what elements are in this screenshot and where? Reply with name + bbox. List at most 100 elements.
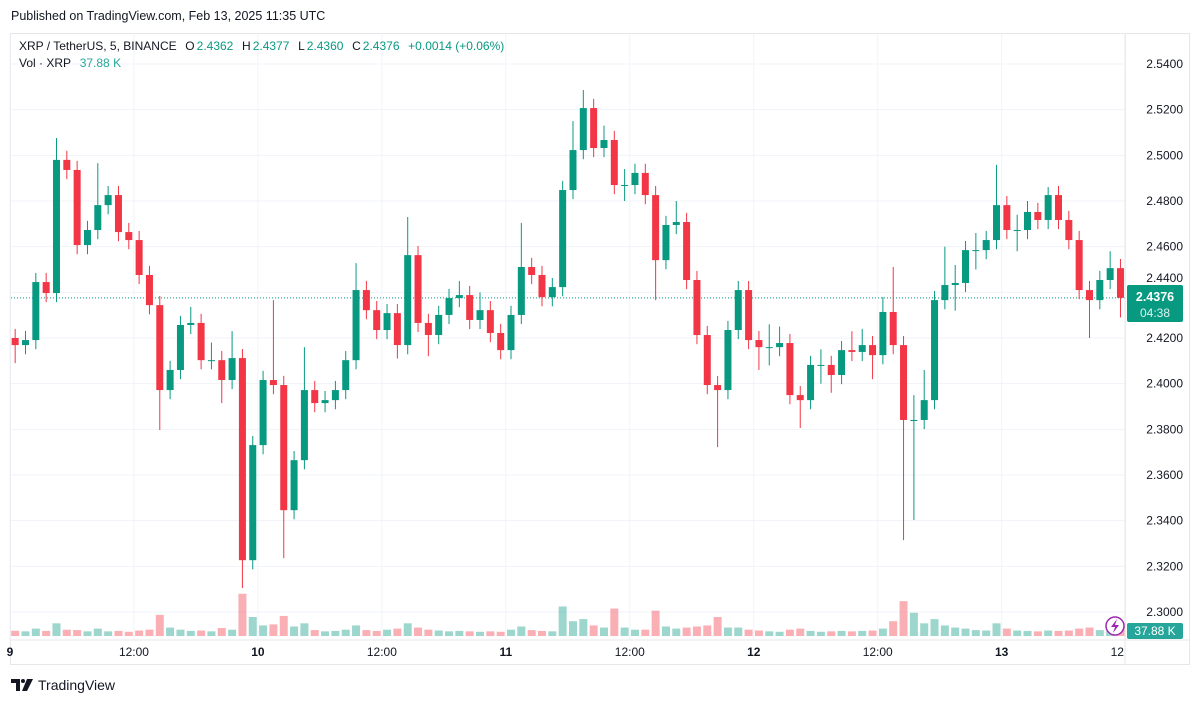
candle-body	[1116, 268, 1124, 298]
low-label: L	[298, 39, 305, 53]
volume-bar	[517, 626, 526, 636]
candle	[848, 331, 856, 362]
symbol-label[interactable]: XRP / TetherUS, 5, BINANCE	[19, 39, 177, 53]
volume-bar	[868, 630, 877, 636]
last-price-value: 2.4376	[1136, 290, 1174, 304]
volume-bar	[259, 625, 268, 636]
candle-body	[321, 400, 329, 404]
volume-bar	[672, 628, 681, 636]
candle-body	[466, 295, 474, 320]
volume-bar	[1044, 630, 1053, 636]
candle-body	[362, 290, 370, 311]
volume-bar	[951, 627, 960, 636]
candle	[993, 164, 1001, 250]
volume-value: 37.88 K	[1134, 624, 1175, 638]
brand-name: TradingView	[38, 677, 116, 693]
candle	[187, 306, 195, 335]
candle	[228, 331, 236, 390]
volume-bar	[1023, 630, 1032, 636]
candle-body	[900, 345, 908, 420]
candle-body	[1024, 211, 1032, 231]
time-axis[interactable]: 9 12:00 10 12:00 11 12:00 12 12:00 13 12:00	[7, 639, 1189, 659]
price-axis[interactable]: 2.5400 2.5200 2.5000 2.4800 2.4600 2.4400 2.42…	[1124, 34, 1183, 664]
candle-body	[600, 140, 608, 149]
candle	[424, 313, 432, 357]
volume-bar	[21, 631, 30, 636]
candle-body	[982, 240, 990, 251]
time-tick-label: 9	[7, 645, 14, 659]
volume-bar	[940, 625, 949, 636]
volume-bar	[393, 628, 402, 636]
candle-body	[610, 140, 618, 186]
candle-body	[910, 419, 918, 421]
price-tick-label: 2.3600	[1146, 468, 1183, 482]
candle	[311, 380, 319, 413]
volume-bar	[651, 610, 660, 636]
candle	[94, 163, 102, 240]
candle-body	[32, 282, 40, 341]
volume-bar	[414, 627, 423, 636]
volume-bar	[1095, 630, 1104, 636]
change-value: +0.0014 (+0.06%)	[408, 39, 505, 53]
low-value: 2.4360	[306, 39, 344, 53]
volume-bar	[476, 631, 485, 636]
volume-bar	[279, 615, 288, 636]
volume-bar	[403, 623, 412, 636]
volume-bar	[568, 621, 577, 636]
flash-icon[interactable]	[1105, 616, 1125, 636]
candle-body	[517, 266, 525, 315]
time-tick-label: 12:00	[1111, 645, 1141, 659]
candle	[249, 435, 257, 570]
candle-body	[796, 395, 804, 401]
price-tick-label: 2.3800	[1146, 422, 1183, 436]
candle	[435, 305, 443, 345]
tradingview-logo[interactable]: TradingView	[11, 677, 115, 693]
candle	[517, 222, 525, 325]
candle-body	[1065, 219, 1073, 241]
volume-label[interactable]: Vol · XRP	[19, 56, 72, 70]
candle-body	[1054, 195, 1062, 220]
volume-bar	[486, 631, 495, 636]
volume-bar	[31, 628, 40, 636]
candle	[486, 301, 494, 343]
volume-bar	[124, 631, 133, 636]
candle-body	[104, 195, 112, 206]
volume-bar	[930, 619, 939, 636]
candle-body	[1003, 205, 1011, 231]
open-label: O	[185, 39, 195, 53]
volume-bar	[775, 631, 784, 636]
volume-bar	[765, 631, 774, 636]
candle	[786, 333, 794, 405]
candle	[166, 360, 174, 400]
price-tick-label: 2.3200	[1146, 559, 1183, 573]
candle-body	[63, 159, 71, 170]
volume-bar	[217, 627, 226, 636]
candle-body	[972, 250, 980, 252]
volume-bar	[52, 623, 61, 636]
candle-body	[817, 364, 825, 366]
candle-body	[352, 290, 360, 361]
candle-body	[755, 340, 763, 348]
candle-body	[703, 335, 711, 386]
volume-bars	[11, 593, 1125, 636]
volume-bar	[847, 631, 856, 636]
candle	[951, 264, 959, 311]
volume-bar	[992, 623, 1001, 636]
candle-body	[621, 185, 629, 187]
price-tick-label: 2.4200	[1146, 331, 1183, 345]
price-tick-label: 2.5200	[1146, 103, 1183, 117]
volume-bar	[1033, 631, 1042, 636]
volume-bar	[734, 627, 743, 636]
volume-bar	[166, 627, 175, 636]
candle-body	[259, 380, 267, 446]
volume-bar	[104, 631, 113, 636]
time-tick-label: 12:00	[367, 645, 397, 659]
candle	[776, 326, 784, 357]
volume-bar	[692, 626, 701, 636]
volume-bar	[982, 630, 991, 636]
volume-bar	[754, 630, 763, 636]
candle-body	[52, 159, 60, 294]
candle-body	[342, 360, 350, 391]
volume-bar	[909, 612, 918, 636]
